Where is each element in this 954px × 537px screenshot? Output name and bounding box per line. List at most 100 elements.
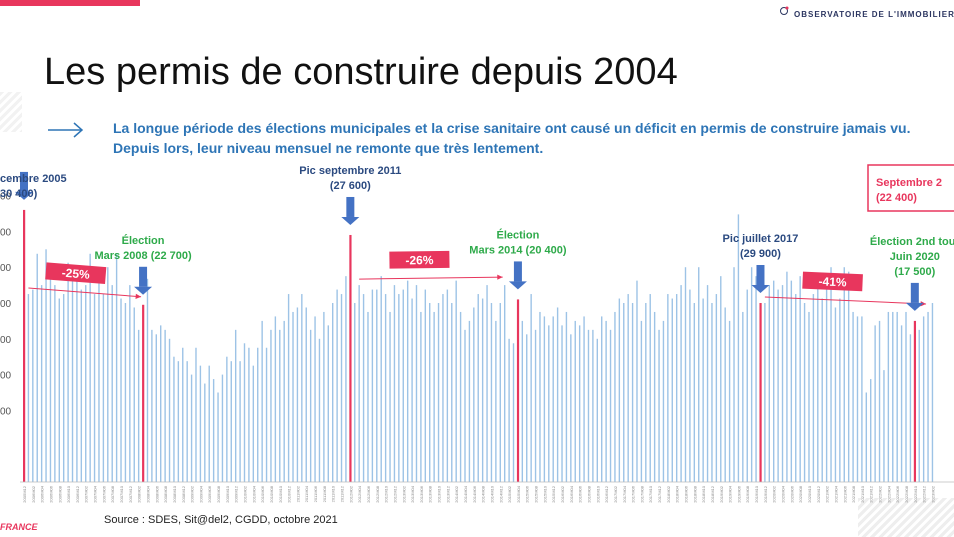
bar [905, 311, 907, 482]
x-tick-label: 2021M10 [860, 485, 865, 502]
bar [733, 267, 735, 482]
annotation-label: (22 400) [876, 192, 917, 204]
x-tick-label: 2022M12 [922, 485, 927, 502]
bar [204, 383, 206, 482]
bar [781, 285, 784, 482]
down-arrow-icon [20, 171, 28, 192]
bar [146, 278, 149, 482]
down-arrow-icon [910, 282, 919, 303]
highlight-bar [349, 234, 352, 482]
bar [843, 267, 845, 482]
bar [473, 307, 475, 482]
x-tick-label: 2019M02 [719, 485, 724, 502]
bar [58, 298, 60, 482]
x-tick-label: 2008M10 [172, 485, 177, 502]
x-tick-label: 2016M04 [569, 485, 574, 502]
x-tick-label: 2007M12 [128, 485, 133, 502]
bar [411, 298, 413, 482]
x-tick-label: 2010M10 [278, 485, 283, 502]
bar [168, 338, 171, 482]
y-tick-label: 00 [0, 227, 12, 238]
down-arrow-icon-head [905, 302, 924, 311]
x-tick-label: 2020M06 [789, 485, 794, 502]
annotation-label: Pic juillet 2017 [723, 233, 799, 245]
bar [526, 334, 528, 482]
x-tick-label: 2016M06 [578, 485, 583, 502]
x-tick-label: 2021M04 [833, 485, 838, 502]
bar [358, 285, 360, 482]
bar [464, 329, 466, 482]
bar [442, 294, 444, 482]
x-tick-label: 2007M10 [119, 485, 124, 502]
highlight-bar [913, 320, 917, 482]
annotation-label: Élection [122, 234, 165, 247]
decline-badge [389, 250, 450, 269]
bar [362, 294, 365, 482]
x-tick-label: 2011M06 [313, 485, 318, 502]
bar [287, 294, 290, 482]
bar [301, 294, 303, 482]
bar [830, 267, 832, 482]
bar [812, 294, 815, 482]
down-arrow-icon-head [134, 286, 153, 295]
x-tick-label: 2009M10 [225, 485, 230, 502]
bar [521, 320, 524, 482]
annotation-label: Juin 2020 [890, 251, 940, 263]
bar [556, 307, 559, 482]
decline-badge [802, 271, 863, 292]
annotation-label: 30 400) [0, 188, 38, 200]
bar [429, 303, 431, 482]
bar [601, 316, 603, 482]
bar [234, 329, 237, 482]
bar [261, 320, 263, 482]
bar [653, 311, 656, 482]
bar [499, 303, 501, 482]
x-tick-label: 2014M04 [463, 485, 468, 502]
bar [512, 343, 515, 482]
annotation-label: Mars 2014 (20 400) [469, 244, 567, 256]
x-tick-label: 2006M02 [31, 485, 36, 502]
x-tick-label: 2008M02 [137, 485, 142, 502]
bar [32, 289, 34, 482]
bar [243, 343, 246, 482]
bar [773, 280, 775, 482]
annotation-label: (29 900) [740, 248, 781, 260]
bar [839, 298, 841, 482]
bar [336, 289, 338, 482]
bar [803, 303, 806, 482]
decline-arrowhead [920, 301, 927, 307]
bar [583, 316, 585, 482]
down-arrow-icon [513, 261, 522, 282]
bar [662, 320, 665, 482]
x-tick-label: 2007M02 [84, 485, 89, 502]
bar [689, 289, 691, 482]
x-tick-label: 2020M10 [807, 485, 812, 502]
bar [658, 329, 660, 482]
y-tick-label: 00 [0, 263, 12, 274]
x-tick-label: 2006M06 [48, 485, 53, 502]
bar [340, 294, 343, 482]
bar [115, 253, 118, 482]
y-tick-label: 00 [0, 299, 12, 310]
bar [160, 325, 162, 482]
x-tick-label: 2012M02 [348, 485, 353, 502]
annotation-label: (17 500) [894, 266, 935, 278]
bar [36, 253, 38, 482]
bar [133, 307, 135, 482]
bar [548, 325, 550, 482]
highlight-bar [23, 209, 26, 483]
bar [380, 276, 382, 482]
bar [107, 267, 109, 482]
bar [98, 276, 100, 482]
down-arrow-icon-head [751, 285, 770, 293]
bar [111, 285, 113, 482]
bar [248, 347, 250, 482]
bar [750, 267, 753, 482]
bar [565, 311, 568, 482]
x-tick-label: 2009M06 [207, 485, 212, 502]
x-tick-label: 2005M12 [22, 485, 27, 502]
x-tick-label: 2019M10 [754, 485, 759, 502]
top-accent-bar [0, 0, 140, 6]
brand-name: OBSERVATOIRE DE L'IMMOBILIER DE [794, 10, 954, 19]
x-tick-label: 2008M12 [181, 485, 186, 502]
